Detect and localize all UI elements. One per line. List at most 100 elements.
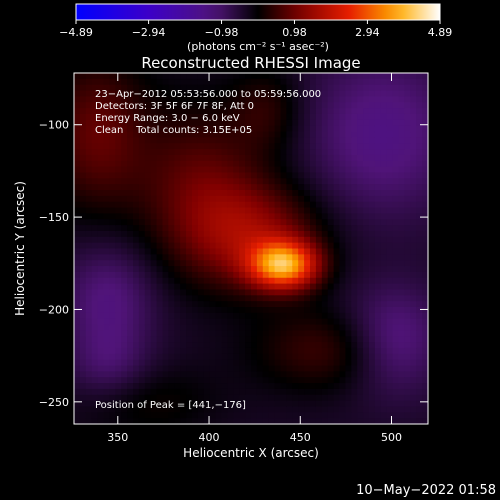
heatmap-cell [268,84,276,92]
heatmap-cell [351,336,358,343]
heatmap-cell [251,383,258,390]
heatmap-cell [327,143,335,150]
heatmap-cell [85,195,93,203]
heatmap-cell [115,108,122,115]
heatmap-cell [74,307,81,314]
heatmap-cell [374,236,382,244]
heatmap-cell [174,213,181,220]
heatmap-cell [262,388,270,396]
heatmap-cell [85,307,93,314]
heatmap-cell [239,230,246,238]
heatmap-cell [345,307,352,314]
heatmap-cell [162,213,169,220]
heatmap-cell [268,113,276,121]
heatmap-cell [186,90,193,97]
heatmap-cell [109,143,116,150]
heatmap-cell [168,207,175,214]
heatmap-cell [351,400,358,408]
heatmap-cell [416,371,423,378]
heatmap-cell [203,289,211,296]
heatmap-cell [380,73,388,80]
heatmap-cell [321,178,329,185]
heatmap-cell [97,119,105,127]
heatmap-cell [345,248,352,255]
heatmap-cell [186,160,193,168]
heatmap-cell [156,236,164,244]
heatmap-cell [156,260,164,267]
heatmap-cell [256,73,264,80]
heatmap-cell [144,342,152,349]
heatmap-cell [422,324,428,331]
heatmap-cell [256,289,264,296]
heatmap-cell [392,131,400,138]
heatmap-cell [162,225,169,232]
heatmap-cell [398,190,405,197]
heatmap-cell [357,377,364,384]
heatmap-cell [221,359,228,367]
heatmap-cell [91,149,99,156]
heatmap-cell [304,172,311,179]
heatmap-cell [162,166,169,174]
heatmap-cell [416,113,423,121]
heatmap-cell [109,160,116,168]
heatmap-cell [180,201,187,209]
heatmap-cell [138,330,146,337]
heatmap-cell [374,108,382,115]
heatmap-cell [262,412,270,419]
heatmap-cell [127,160,134,168]
heatmap-cell [233,336,240,343]
heatmap-cell [97,207,105,214]
heatmap-cell [315,266,323,273]
heatmap-cell [97,113,105,121]
heatmap-cell [292,137,299,144]
heatmap-cell [286,271,293,279]
heatmap-cell [286,324,293,331]
heatmap-cell [103,330,110,337]
heatmap-cell [386,388,394,396]
heatmap-cell [127,154,134,162]
heatmap-cell [251,312,258,320]
heatmap-cell [268,149,276,156]
heatmap-cell [97,271,105,279]
heatmap-cell [351,365,358,372]
heatmap-cell [109,301,116,308]
heatmap-cell [363,347,370,355]
heatmap-cell [315,96,323,103]
heatmap-cell [251,277,258,285]
heatmap-cell [91,73,99,80]
heatmap-cell [256,242,264,250]
heatmap-cell [144,90,152,97]
heatmap-cell [321,149,329,156]
heatmap-cell [380,371,388,378]
heatmap-cell [351,266,358,273]
heatmap-cell [380,236,388,244]
heatmap-cell [227,271,234,279]
heatmap-cell [286,418,293,424]
heatmap-cell [138,312,146,320]
heatmap-cell [251,324,258,331]
heatmap-cell [386,172,394,179]
heatmap-cell [233,248,240,255]
heatmap-cell [416,96,423,103]
heatmap-cell [215,90,223,97]
heatmap-cell [298,383,305,390]
heatmap-cell [321,119,329,127]
heatmap-cell [245,96,252,103]
heatmap-cell [386,119,394,127]
heatmap-cell [192,266,199,273]
heatmap-cell [327,225,335,232]
heatmap-cell [133,289,140,296]
heatmap-cell [416,236,423,244]
heatmap-cell [109,242,116,250]
heatmap-cell [321,301,329,308]
heatmap-cell [203,213,211,220]
heatmap-cell [245,125,252,133]
heatmap-cell [404,365,411,372]
heatmap-cell [197,131,205,138]
heatmap-cell [339,388,346,396]
heatmap-cell [374,78,382,86]
heatmap-cell [209,336,217,343]
heatmap-cell [404,166,411,174]
heatmap-cell [268,236,276,244]
heatmap-cell [315,301,323,308]
